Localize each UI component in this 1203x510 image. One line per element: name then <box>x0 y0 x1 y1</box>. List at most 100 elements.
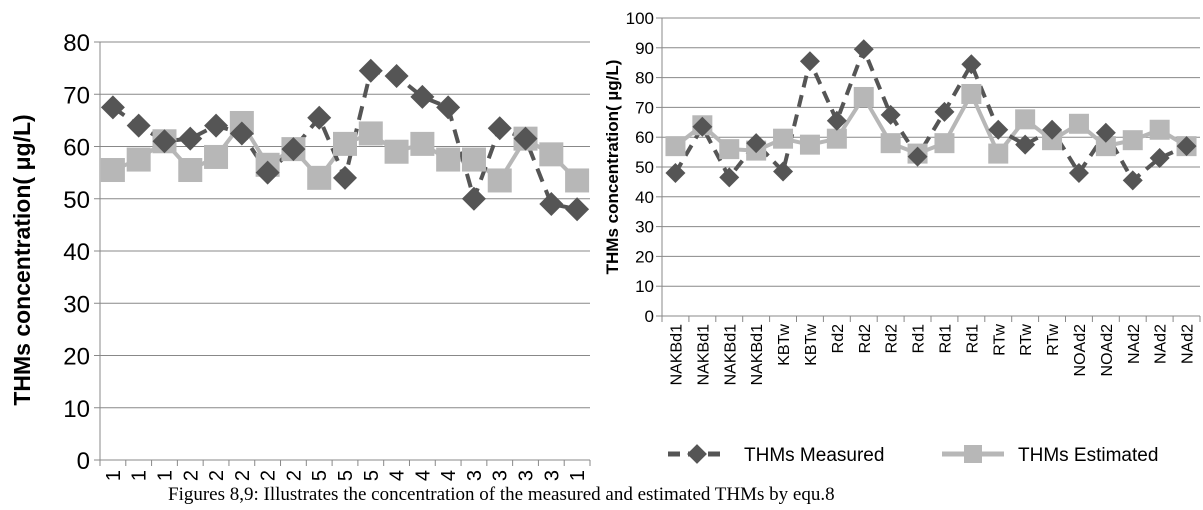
left-estimated-point <box>307 165 332 190</box>
left-x-tick-label: 1 <box>103 470 125 481</box>
right-y-tick-label: 10 <box>635 277 654 296</box>
right-y-tick-label: 20 <box>635 247 654 266</box>
legend-item-estimated: THMs Estimated <box>942 445 1158 466</box>
right-x-tick-label: Rd1 <box>964 324 981 353</box>
right-measured-point <box>692 116 713 137</box>
right-estimated-point <box>988 143 1009 164</box>
right-y-tick-label: 80 <box>635 69 654 88</box>
right-axes <box>656 17 1201 322</box>
left-measured-point <box>410 84 435 109</box>
left-measured-point <box>384 63 409 88</box>
right-x-tick-label: NOAd2 <box>1072 324 1089 377</box>
left-estimated-point <box>410 131 435 156</box>
left-estimated-point <box>126 147 151 172</box>
right-measured-point <box>1068 162 1089 183</box>
right-series <box>665 39 1197 191</box>
right-measured-point <box>826 110 847 131</box>
right-x-tick-label: NAKBd1 <box>722 324 739 385</box>
left-y-tick-label: 30 <box>63 291 90 318</box>
right-estimated-point <box>1015 109 1036 130</box>
left-measured-point <box>436 95 461 120</box>
right-x-tick-label: NAd2 <box>1126 324 1143 364</box>
left-measured-point <box>565 197 590 222</box>
right-estimated-point <box>1095 136 1116 157</box>
right-estimated-point <box>1068 113 1089 134</box>
right-estimated-point <box>799 134 820 155</box>
left-measured-point <box>539 191 564 216</box>
left-measured-point <box>358 58 383 83</box>
right-x-tick-label: Rd2 <box>884 324 901 353</box>
right-measured-point <box>1042 119 1063 140</box>
right-x-tick-label: NOAd2 <box>1099 324 1116 377</box>
left-y-tick-label: 70 <box>63 82 90 109</box>
left-measured-point <box>461 186 486 211</box>
left-y-axis-label: THMs concentration( μg/L) <box>9 114 35 405</box>
left-measured-point <box>487 116 512 141</box>
right-y-tick-label: 90 <box>635 39 654 58</box>
left-x-tick-label: 2 <box>232 470 254 481</box>
right-x-tick-label: Rd2 <box>857 324 874 353</box>
legend-measured-label: THMs Measured <box>744 445 884 466</box>
left-x-tick-label: 5 <box>335 470 357 481</box>
left-measured-point <box>229 121 254 146</box>
right-measured-point <box>1149 148 1170 169</box>
right-measured-point <box>1095 122 1116 143</box>
left-x-tick-label: 3 <box>464 470 486 481</box>
right-x-tick-label: Rd1 <box>937 324 954 353</box>
left-x-tick-label: 3 <box>490 470 512 481</box>
left-y-tick-label: 20 <box>63 344 90 371</box>
left-measured-point <box>100 95 125 120</box>
right-measured-point <box>746 133 767 154</box>
right-y-axis-label: THMs concentration( µg/L) <box>603 60 622 275</box>
legend-estimated-label: THMs Estimated <box>1018 445 1158 466</box>
left-estimated-point <box>565 168 590 193</box>
left-measured-point <box>281 137 306 162</box>
left-y-tick-label: 80 <box>63 30 90 57</box>
right-x-tick-label: KBTw <box>776 324 793 366</box>
left-estimated-point <box>461 147 486 172</box>
right-y-tick-label: 30 <box>635 218 654 237</box>
legend-item-measured: THMs Measured <box>668 444 884 466</box>
left-x-tick-label: 4 <box>387 470 409 481</box>
right-measured-point <box>961 54 982 75</box>
right-y-tick-label: 0 <box>645 307 654 326</box>
right-estimated-point <box>1149 119 1170 140</box>
right-x-tick-label: NAd2 <box>1180 324 1197 364</box>
left-estimated-point <box>178 158 203 183</box>
left-measured-point <box>513 126 538 151</box>
right-y-tick-label: 70 <box>635 98 654 117</box>
left-estimated-point <box>100 158 125 183</box>
right-estimated-point <box>1042 130 1063 151</box>
right-estimated-point <box>1122 130 1143 151</box>
left-estimated-point <box>204 144 229 169</box>
right-measured-point <box>853 39 874 60</box>
left-estimated-point <box>358 121 383 146</box>
right-y-tick-label: 50 <box>635 158 654 177</box>
left-measured-point <box>255 160 280 185</box>
right-y-tick-label: 40 <box>635 188 654 207</box>
left-y-tick-label: 40 <box>63 239 90 266</box>
left-y-tick-labels: 0 10 20 30 40 50 60 70 80 <box>63 30 90 475</box>
left-x-tick-label: 2 <box>258 470 280 481</box>
right-x-tick-label: NAKBd1 <box>749 324 766 385</box>
right-x-tick-label: RTw <box>1018 324 1035 356</box>
left-x-tick-label: 1 <box>567 470 589 481</box>
legend-estimated-marker <box>964 445 982 463</box>
right-measured-point <box>773 161 794 182</box>
left-x-tick-label: 3 <box>516 470 538 481</box>
left-x-tick-label: 1 <box>129 470 151 481</box>
left-estimated-point <box>384 139 409 164</box>
right-measured-point <box>719 167 740 188</box>
right-x-tick-label: Rd1 <box>911 324 928 353</box>
left-y-tick-label: 0 <box>77 448 90 475</box>
left-measured-point <box>126 113 151 138</box>
left-x-tick-label: 4 <box>412 470 434 481</box>
right-measured-point <box>934 101 955 122</box>
left-x-tick-label: 2 <box>206 470 228 481</box>
right-y-tick-labels: 0 10 20 30 40 50 60 70 80 90 100 <box>626 9 654 326</box>
right-estimated-point <box>665 136 686 157</box>
right-estimated-point <box>853 86 874 107</box>
right-y-tick-label: 60 <box>635 128 654 147</box>
